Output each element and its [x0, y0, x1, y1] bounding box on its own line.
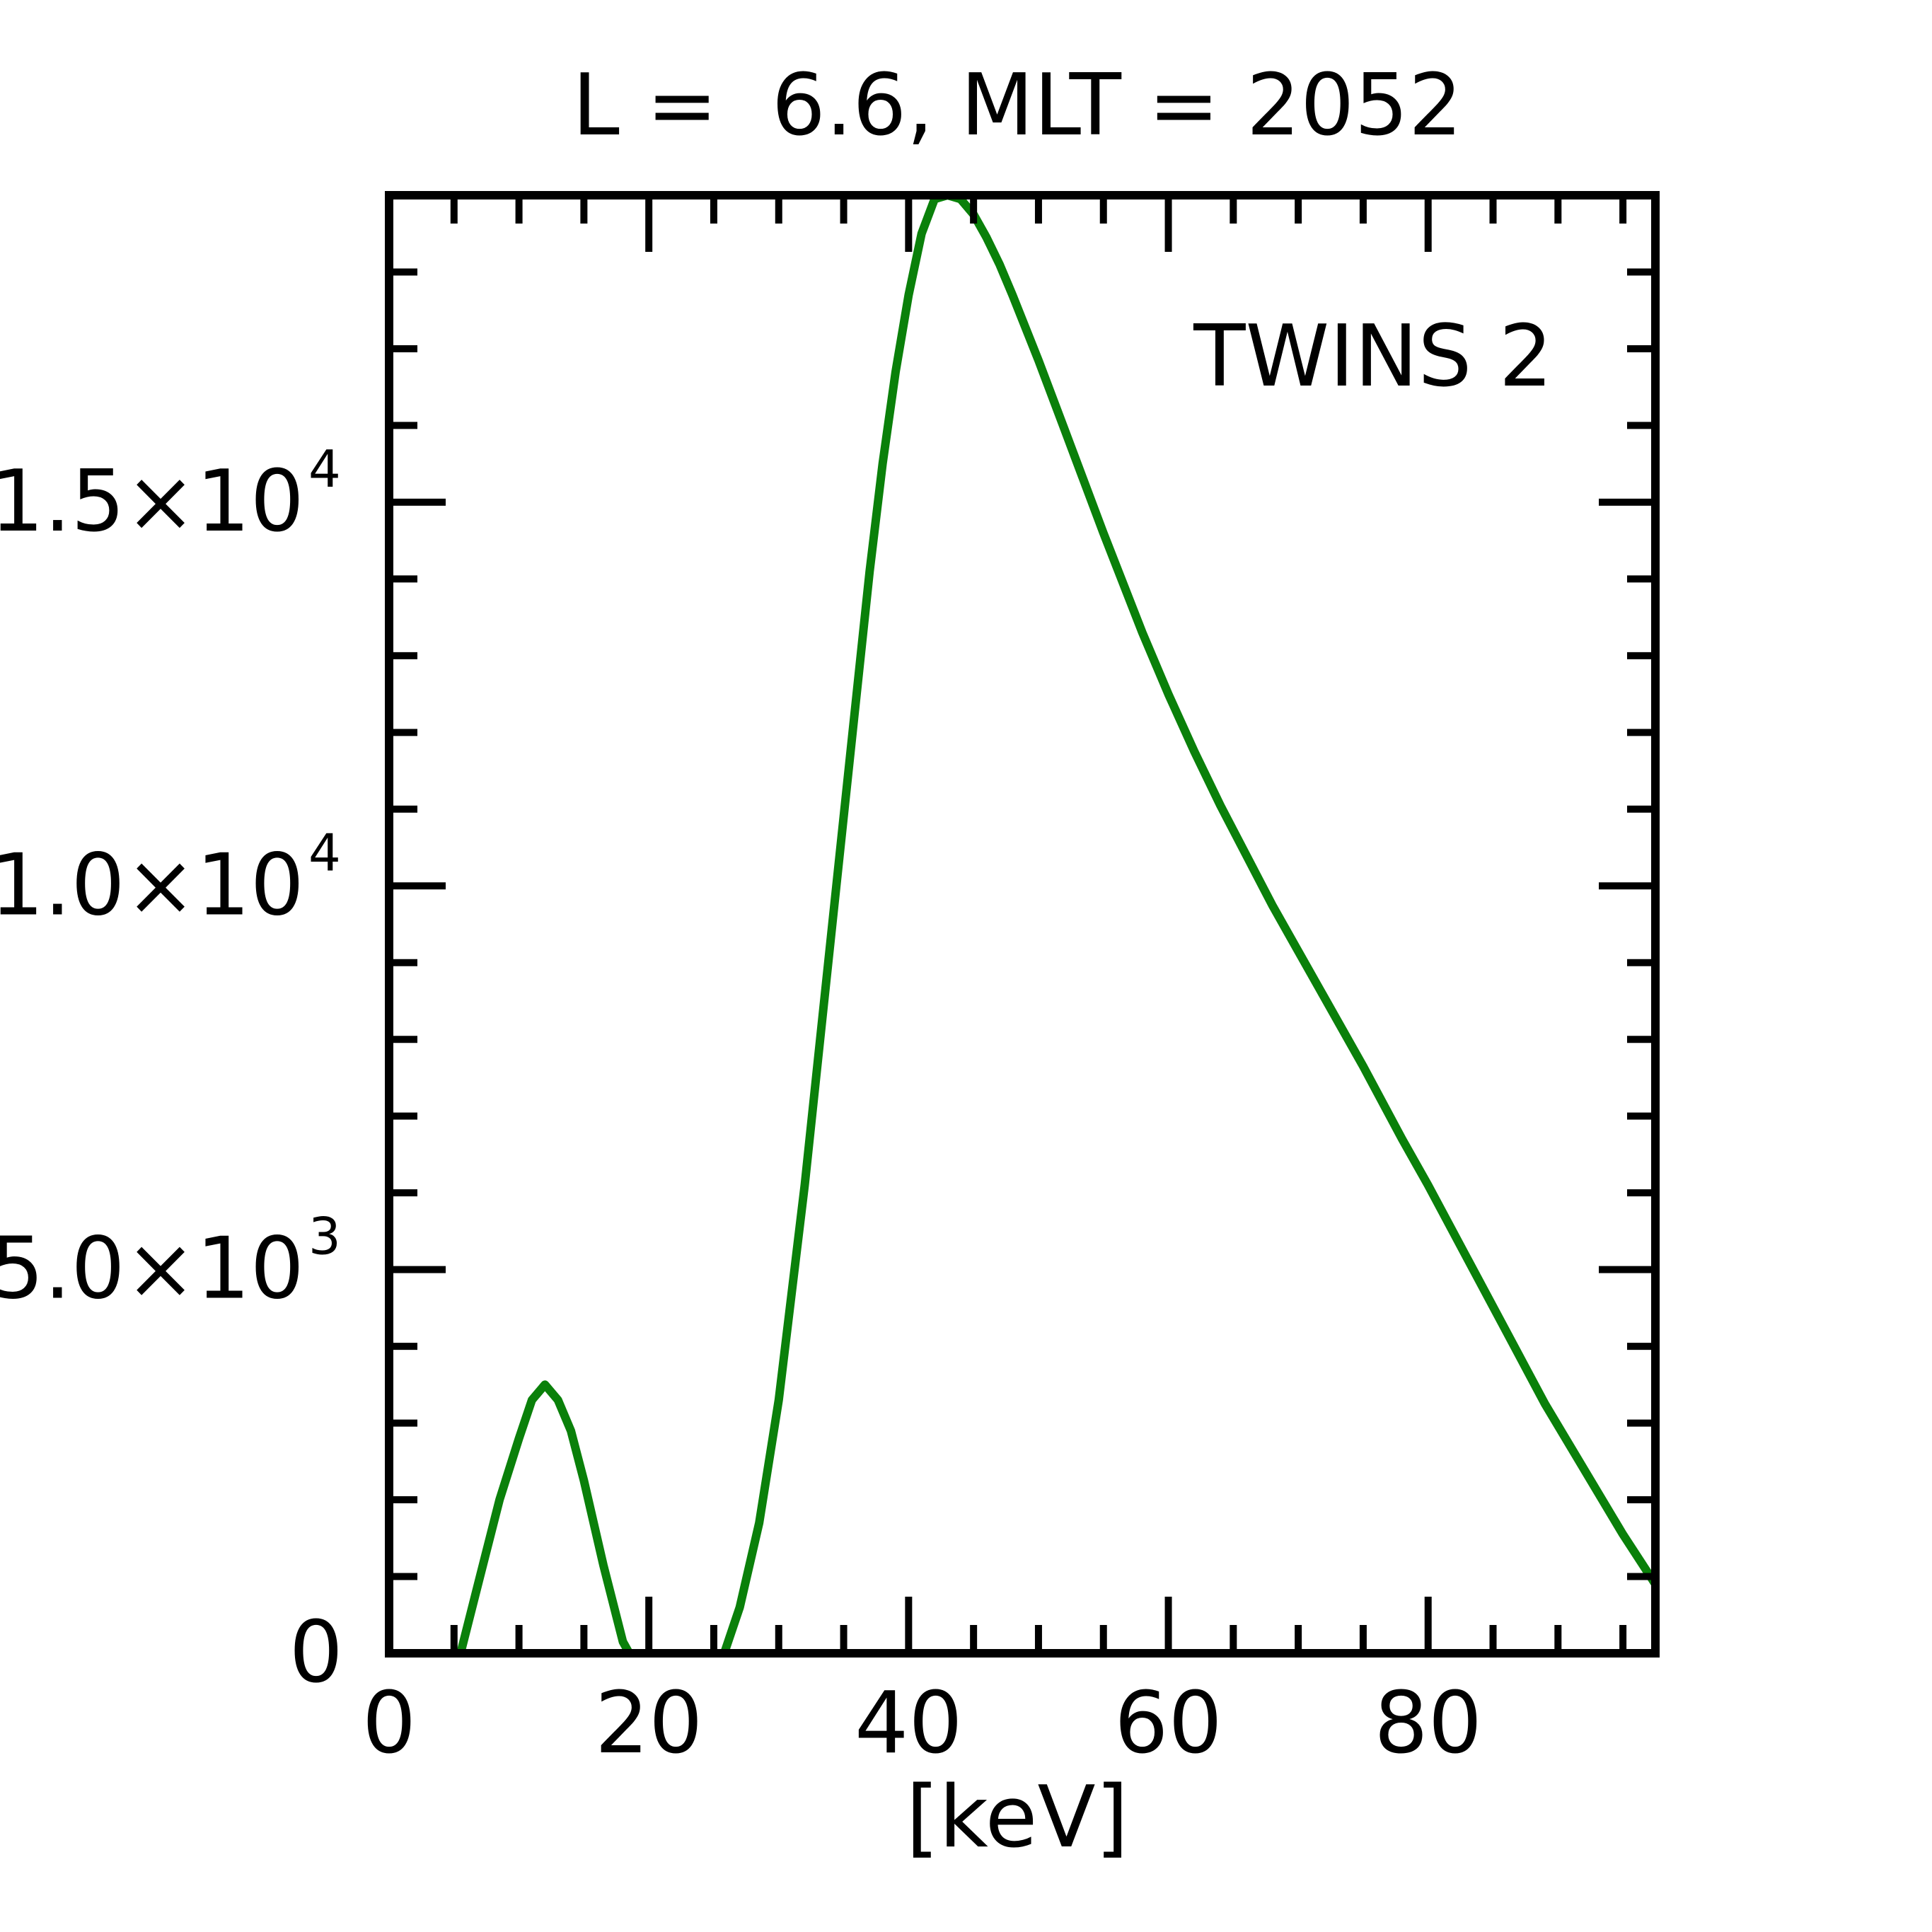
x-tick-label: 60 [1114, 1674, 1222, 1773]
series-line-0-segment-0 [456, 1380, 633, 1655]
y-tick-labels: 05.0×10 31.0×10 41.5×10 4 [0, 439, 343, 1702]
x-tick-label: 80 [1374, 1674, 1482, 1773]
y-tick-label: 1.0×10 [0, 836, 304, 935]
x-tick-label: 0 [362, 1674, 416, 1773]
series-line-0-segment-1 [720, 191, 1660, 1655]
y-tick-label: 1.5×10 [0, 453, 304, 551]
y-tick-label-exponent: 4 [308, 823, 341, 882]
y-tick-label: 0 [289, 1604, 343, 1702]
tick-layer [386, 192, 1655, 1657]
y-tick-label-exponent: 4 [308, 439, 341, 499]
y-tick-label-exponent: 3 [308, 1207, 341, 1266]
y-tick-label: 5.0×10 [0, 1220, 304, 1319]
legend-label-twins-2: TWINS 2 [1193, 308, 1553, 406]
plot-frame [385, 191, 1660, 1658]
x-tick-label: 20 [595, 1674, 703, 1773]
x-axis-label: [keV] [906, 1769, 1129, 1867]
x-tick-label: 40 [855, 1674, 963, 1773]
x-tick-labels: 0 20 40 60 80 [362, 1674, 1482, 1773]
series-layer [456, 191, 1660, 1655]
chart-title: L = 6.6, MLT = 2052 [572, 57, 1462, 155]
